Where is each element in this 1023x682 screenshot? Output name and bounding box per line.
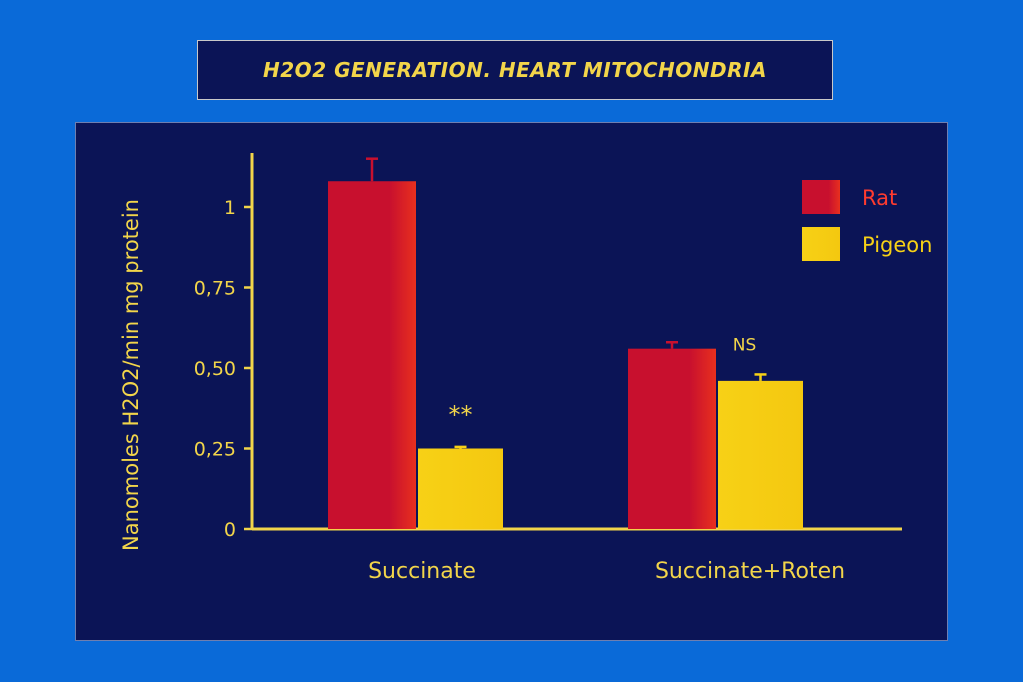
legend-label-rat: Rat bbox=[862, 186, 897, 210]
bar-pigeon-1 bbox=[418, 448, 503, 529]
bar-chart: 0 0,25 0,50 0,75 1 Nanomoles H2O2/min mg prot… bbox=[119, 153, 932, 584]
y-axis-title: Nanomoles H2O2/min mg protein bbox=[119, 199, 143, 551]
legend-swatch-pigeon bbox=[802, 227, 840, 261]
y-tick-label: 0,25 bbox=[194, 439, 236, 461]
legend-swatch-rat bbox=[802, 180, 840, 214]
bar-rat-2 bbox=[628, 348, 716, 529]
significance-annotation: ** bbox=[449, 401, 473, 429]
chart-panel: 0 0,25 0,50 0,75 1 Nanomoles H2O2/min mg prot… bbox=[75, 122, 948, 641]
category-label-2: Succinate+Roten bbox=[655, 559, 845, 584]
bar-pigeon-2 bbox=[718, 380, 803, 529]
legend-label-pigeon: Pigeon bbox=[862, 233, 932, 257]
y-tick-label: 0,50 bbox=[194, 358, 236, 380]
bar-rat-1 bbox=[328, 181, 416, 530]
significance-annotation: NS bbox=[733, 335, 757, 355]
y-tick-label: 0,75 bbox=[194, 278, 236, 300]
category-label-1: Succinate bbox=[368, 559, 476, 584]
y-tick-label: 1 bbox=[224, 197, 236, 219]
title-box: H2O2 GENERATION. HEART MITOCHONDRIA bbox=[197, 40, 833, 100]
slide-title: H2O2 GENERATION. HEART MITOCHONDRIA bbox=[263, 58, 767, 82]
y-tick-label: 0 bbox=[224, 519, 236, 541]
